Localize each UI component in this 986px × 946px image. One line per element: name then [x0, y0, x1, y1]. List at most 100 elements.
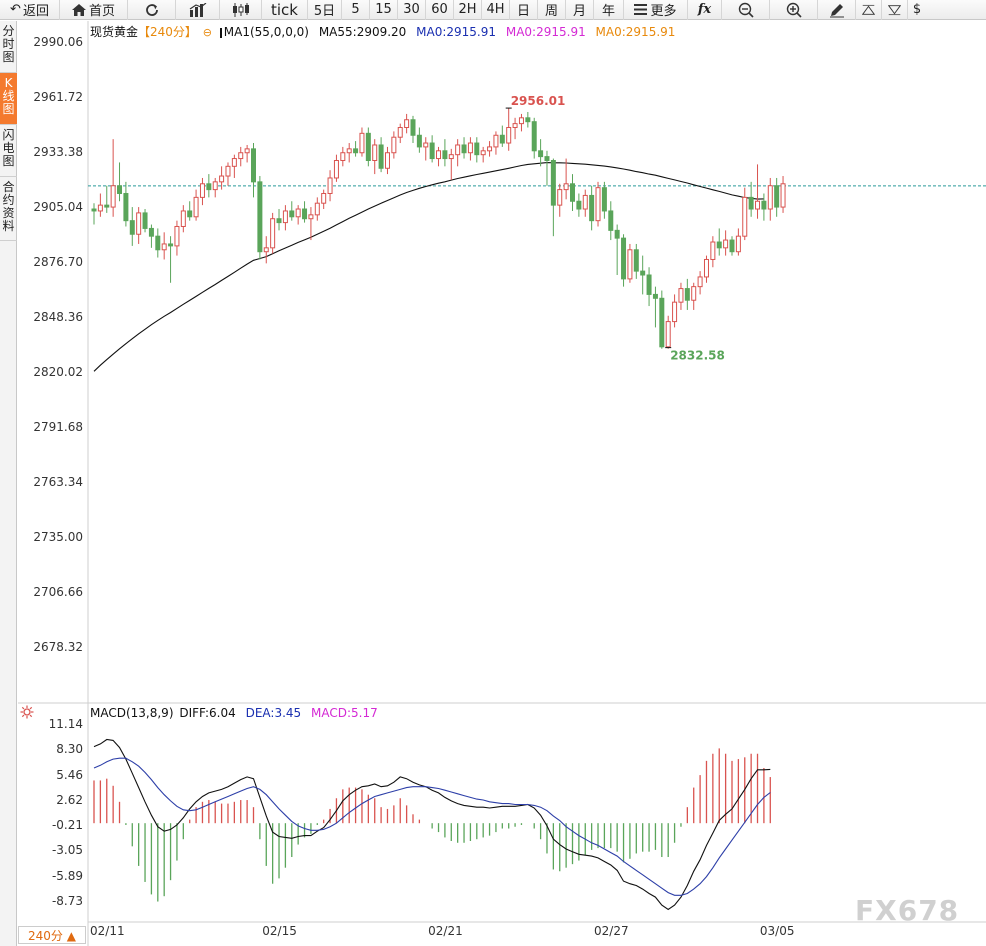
- candle: [359, 127, 365, 157]
- candle-body-up: [665, 321, 671, 348]
- candle-body-down: [155, 235, 161, 251]
- home-button[interactable]: 首页: [60, 0, 128, 20]
- tab-time-chart[interactable]: 分时图: [0, 21, 17, 73]
- candle-body-up: [225, 165, 231, 177]
- macd-histogram: [93, 748, 771, 902]
- candle-body-up: [467, 142, 473, 154]
- period-15min[interactable]: 15: [370, 0, 398, 20]
- bar-chart-icon: [189, 2, 206, 17]
- candle: [448, 148, 454, 180]
- period-month[interactable]: 月: [566, 0, 594, 20]
- tick-button[interactable]: tick: [262, 0, 308, 20]
- settings-icon[interactable]: ⊖: [202, 26, 212, 39]
- candle-body-down: [684, 288, 690, 301]
- triangle-up-icon: [862, 4, 875, 15]
- candle: [231, 154, 237, 178]
- period-5day[interactable]: 5日: [308, 0, 342, 20]
- candle: [601, 181, 607, 219]
- currency-button[interactable]: $: [912, 2, 922, 17]
- period-60min[interactable]: 60: [426, 0, 454, 20]
- candle: [697, 271, 703, 295]
- candle-body-up: [518, 117, 524, 125]
- period-2h[interactable]: 2H: [454, 0, 482, 20]
- tab-flash-chart[interactable]: 闪电图: [0, 125, 17, 177]
- candle: [410, 115, 416, 144]
- candle-body-down: [461, 144, 467, 154]
- candle-body-down: [774, 185, 780, 208]
- timeframe-selector[interactable]: 240分 ▲: [18, 926, 86, 944]
- candle-body-up: [448, 154, 454, 160]
- high-label: 2956.01: [511, 94, 566, 108]
- candle: [397, 123, 403, 144]
- draw-button[interactable]: [818, 0, 856, 20]
- candle: [391, 131, 397, 159]
- candle: [614, 224, 620, 276]
- candle: [97, 193, 103, 217]
- tab-contract-info[interactable]: 合约资料: [0, 177, 17, 241]
- candle-body-down: [410, 119, 416, 136]
- candle: [142, 209, 148, 233]
- tab-kline-chart[interactable]: K线图: [0, 73, 17, 125]
- candle: [755, 164, 761, 219]
- candle-body-up: [672, 301, 678, 323]
- refresh-button[interactable]: [128, 0, 176, 20]
- candle: [480, 146, 486, 163]
- candle-body-up: [231, 158, 237, 167]
- period-5min[interactable]: 5: [342, 0, 370, 20]
- candle-body-down: [729, 239, 735, 253]
- candle-body-down: [748, 196, 754, 210]
- period-week[interactable]: 周: [538, 0, 566, 20]
- candlestick-button[interactable]: [220, 0, 262, 20]
- period-30min[interactable]: 30: [398, 0, 426, 20]
- price-tick: 2933.38: [33, 145, 83, 159]
- x-tick: 03/05: [759, 924, 795, 938]
- period-4h[interactable]: 4H: [482, 0, 510, 20]
- candle-body-down: [187, 210, 193, 218]
- candle-body-up: [480, 150, 486, 156]
- macd-tick: -0.21: [51, 818, 83, 833]
- candle-body-down: [499, 134, 505, 144]
- candle-body-up: [282, 210, 288, 224]
- candle: [550, 158, 556, 237]
- candle-body-up: [295, 208, 301, 218]
- x-tick: 02/11: [90, 924, 125, 938]
- price-tick: 2820.02: [33, 365, 83, 379]
- menu-icon: [634, 4, 648, 15]
- candle-body-up: [263, 247, 269, 253]
- candle-body-up: [780, 183, 786, 208]
- macd-diff-line: [93, 738, 771, 911]
- candle: [608, 201, 614, 241]
- candle-body-up: [327, 177, 333, 194]
- zoom-out-button[interactable]: [722, 0, 770, 20]
- triangle-down-button[interactable]: [882, 0, 908, 20]
- candle-body-down: [633, 249, 639, 272]
- price-tick: 2905.04: [33, 200, 83, 214]
- macd-settings-icon[interactable]: [20, 705, 34, 719]
- watermark-logo: FX678: [855, 894, 960, 927]
- back-button[interactable]: ↶ 返回: [0, 0, 60, 20]
- toolbar: ↶ 返回 首页 tick 5日 5 15 30 60 2H 4H 日 周 月 年…: [0, 0, 986, 20]
- candle: [295, 205, 301, 225]
- candle-body-down: [129, 220, 135, 235]
- candle-body-up: [308, 214, 314, 220]
- candle: [378, 137, 384, 173]
- more-button[interactable]: 更多: [624, 0, 688, 20]
- bar-chart-button[interactable]: [176, 0, 220, 20]
- candle: [646, 267, 652, 307]
- macd-tick: 8.30: [56, 742, 83, 757]
- candle-body-down: [206, 183, 212, 191]
- zoom-in-button[interactable]: [770, 0, 818, 20]
- period-day[interactable]: 日: [510, 0, 538, 20]
- formula-button[interactable]: fx: [688, 0, 722, 20]
- price-legend: 现货黄金【240分】 ⊖ MA1(55,0,0,0) MA55:2909.20 …: [90, 23, 681, 40]
- zoom-in-icon: [786, 2, 802, 18]
- triangle-up-button[interactable]: [856, 0, 882, 20]
- candle: [748, 181, 754, 217]
- candle-body-down: [576, 200, 582, 210]
- candle: [174, 220, 180, 256]
- candle-body-up: [710, 241, 716, 260]
- triangle-down-icon: [888, 4, 901, 15]
- candle: [716, 228, 722, 256]
- period-year[interactable]: 年: [594, 0, 624, 20]
